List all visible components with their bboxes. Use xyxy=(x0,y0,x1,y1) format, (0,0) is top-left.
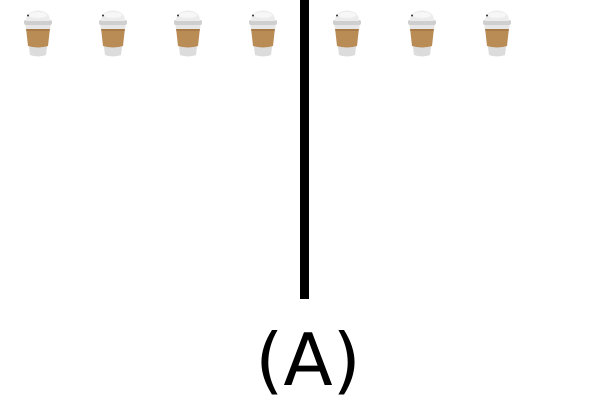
coffee-cup-icon xyxy=(172,9,204,59)
coffee-cup-icon xyxy=(97,9,129,59)
coffee-cup-icon xyxy=(331,9,363,59)
coffee-cup-icon xyxy=(22,9,54,59)
coffee-cup-icon xyxy=(247,9,279,59)
vertical-divider xyxy=(300,0,309,299)
coffee-cup-icon xyxy=(481,9,513,59)
option-label: (A) xyxy=(255,318,361,402)
coffee-cup-icon xyxy=(406,9,438,59)
